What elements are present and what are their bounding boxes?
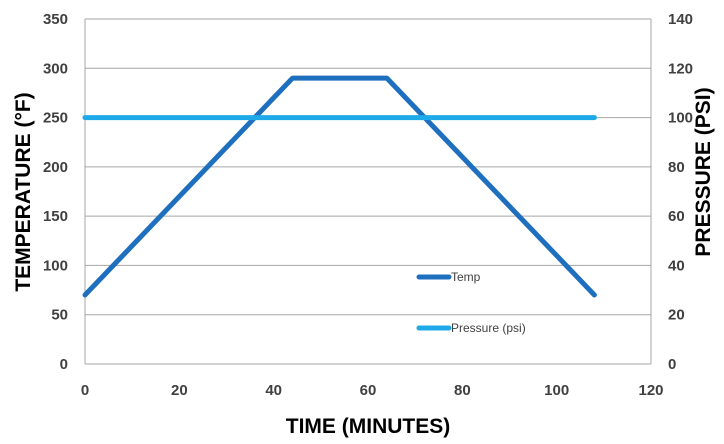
y-right-tick-label: 0 bbox=[668, 356, 676, 373]
y-left-tick-label: 100 bbox=[43, 257, 68, 274]
axes bbox=[84, 19, 652, 365]
series-layer bbox=[82, 75, 597, 298]
y-right-tick-label: 20 bbox=[668, 307, 685, 324]
legend-label: Pressure (psi) bbox=[451, 321, 526, 335]
y-right-tick-label: 140 bbox=[668, 11, 693, 28]
x-tick-label: 40 bbox=[265, 382, 282, 399]
gridlines bbox=[85, 18, 651, 365]
y-axis-title-right: PRESSURE (PSI) bbox=[692, 87, 715, 256]
y-right-tick-label: 60 bbox=[668, 208, 685, 225]
x-tick-label: 60 bbox=[360, 382, 377, 399]
x-axis-title: TIME (MINUTES) bbox=[286, 415, 450, 438]
y-left-tick-label: 0 bbox=[60, 356, 68, 373]
legend-label: Temp bbox=[451, 270, 481, 284]
x-tick-label: 20 bbox=[171, 382, 188, 399]
y-left-tick-label: 50 bbox=[51, 307, 68, 324]
x-tick-label: 80 bbox=[454, 382, 471, 399]
y-left-tick-label: 350 bbox=[43, 11, 68, 28]
x-tick-label: 120 bbox=[638, 382, 663, 399]
y-left-tick-label: 150 bbox=[43, 208, 68, 225]
y-left-tick-label: 300 bbox=[43, 60, 68, 77]
y-left-tick-label: 200 bbox=[43, 159, 68, 176]
series-line-temp bbox=[82, 75, 597, 298]
y-right-tick-label: 120 bbox=[668, 60, 693, 77]
y-right-tick-label: 100 bbox=[668, 110, 693, 127]
y-right-tick-label: 80 bbox=[668, 159, 685, 176]
y-right-tick-label: 40 bbox=[668, 257, 685, 274]
y-left-tick-label: 250 bbox=[43, 110, 68, 127]
x-tick-label: 100 bbox=[544, 382, 569, 399]
x-tick-label: 0 bbox=[81, 382, 89, 399]
tick-labels: 0 50 100 150 200 250 300 350 0 20 40 60 80 100 120 140 0… bbox=[43, 11, 693, 399]
legend: Temp Pressure (psi) bbox=[416, 270, 526, 335]
y-axis-title-left: TEMPERATURE (°F) bbox=[12, 92, 35, 291]
